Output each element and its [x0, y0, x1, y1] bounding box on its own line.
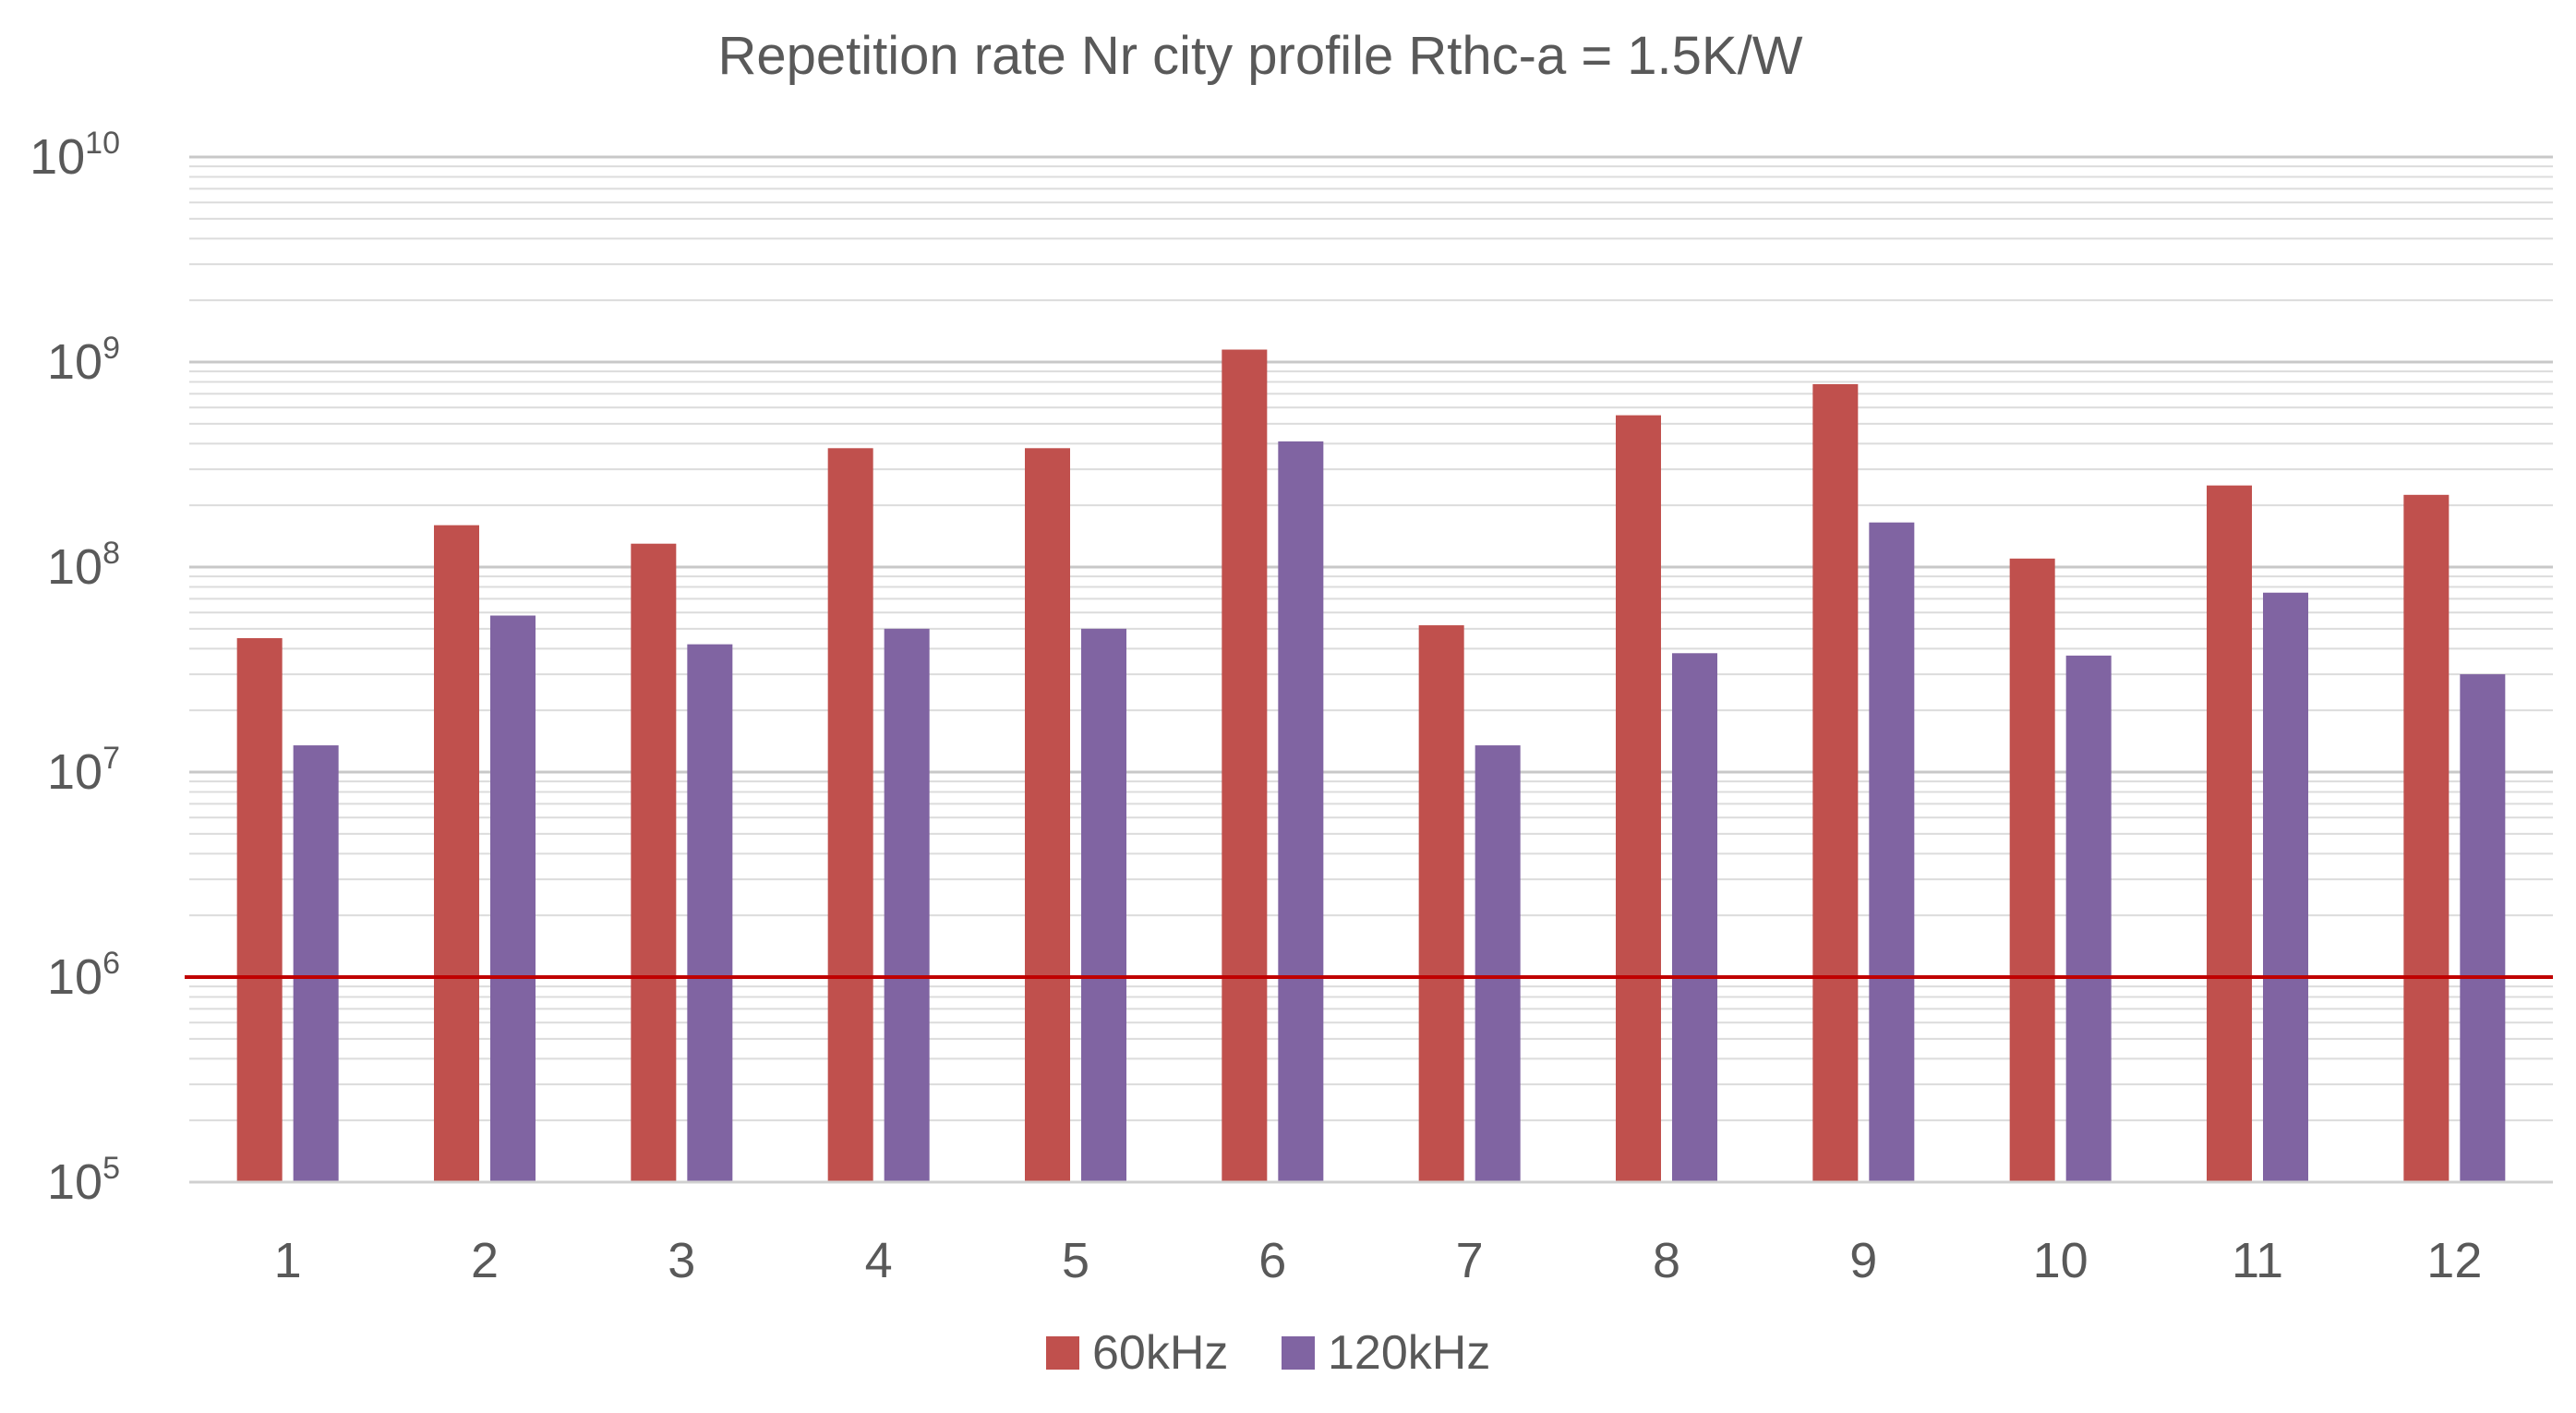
x-tick-label: 6: [1258, 1233, 1286, 1288]
x-tick-label: 7: [1456, 1233, 1484, 1288]
x-tick-label: 10: [2033, 1233, 2088, 1288]
bar-60kHz-9: [1812, 383, 1859, 1183]
bar-60kHz-6: [1222, 349, 1268, 1182]
y-tick-label: 108: [47, 536, 120, 595]
bar-120kHz-2: [490, 615, 536, 1182]
legend: 60kHz 120kHz: [1046, 1326, 1490, 1380]
bar-120kHz-12: [2460, 674, 2506, 1182]
bar-120kHz-11: [2263, 592, 2308, 1182]
bar-120kHz-1: [293, 745, 339, 1182]
x-tick-label: 12: [2426, 1233, 2482, 1288]
bar-120kHz-7: [1475, 745, 1521, 1182]
x-tick-label: 11: [2232, 1233, 2283, 1288]
bars: [189, 349, 2553, 1184]
y-tick-label: 1010: [30, 126, 120, 185]
y-tick-label: 105: [47, 1151, 120, 1210]
bar-60kHz-12: [2403, 494, 2450, 1182]
y-tick-label: 106: [47, 946, 120, 1005]
gridlines: [189, 155, 2553, 1184]
legend-label-60kHz: 60kHz: [1092, 1326, 1228, 1380]
y-tick-label: 109: [47, 331, 120, 390]
legend-swatch-60kHz: [1046, 1336, 1079, 1370]
bar-120kHz-9: [1869, 522, 1915, 1182]
legend-swatch-120kHz: [1282, 1336, 1315, 1370]
bar-60kHz-2: [434, 525, 479, 1182]
bar-60kHz-10: [2009, 558, 2055, 1182]
bar-120kHz-4: [884, 628, 930, 1182]
bar-120kHz-10: [2065, 655, 2112, 1182]
bar-60kHz-7: [1418, 625, 1464, 1182]
x-tick-label: 3: [668, 1233, 695, 1288]
x-tick-label: 5: [1062, 1233, 1089, 1288]
y-axis-tick-labels: 1010 109 108 107 106 105: [30, 126, 120, 1210]
bar-60kHz-1: [236, 637, 283, 1182]
x-tick-label: 8: [1653, 1233, 1680, 1288]
bar-120kHz-8: [1672, 653, 1717, 1182]
x-tick-label: 4: [865, 1233, 893, 1288]
bar-60kHz-5: [1025, 448, 1070, 1182]
legend-label-120kHz: 120kHz: [1328, 1326, 1490, 1380]
x-tick-label: 2: [471, 1233, 499, 1288]
bar-120kHz-5: [1081, 628, 1126, 1182]
bar-60kHz-4: [827, 448, 873, 1182]
x-axis-tick-labels: 1 2 3 4 5 6 7 8 9 10 11 12: [274, 1233, 2483, 1288]
x-tick-label: 1: [274, 1233, 302, 1288]
bar-60kHz-3: [631, 543, 677, 1182]
chart-title: Repetition rate Nr city profile Rthc-a =…: [718, 26, 1803, 86]
y-tick-label: 107: [47, 741, 120, 800]
bar-120kHz-6: [1278, 441, 1324, 1182]
bar-120kHz-3: [687, 644, 733, 1182]
x-tick-label: 9: [1849, 1233, 1877, 1288]
bar-60kHz-11: [2207, 485, 2252, 1182]
bar-60kHz-8: [1616, 415, 1661, 1182]
